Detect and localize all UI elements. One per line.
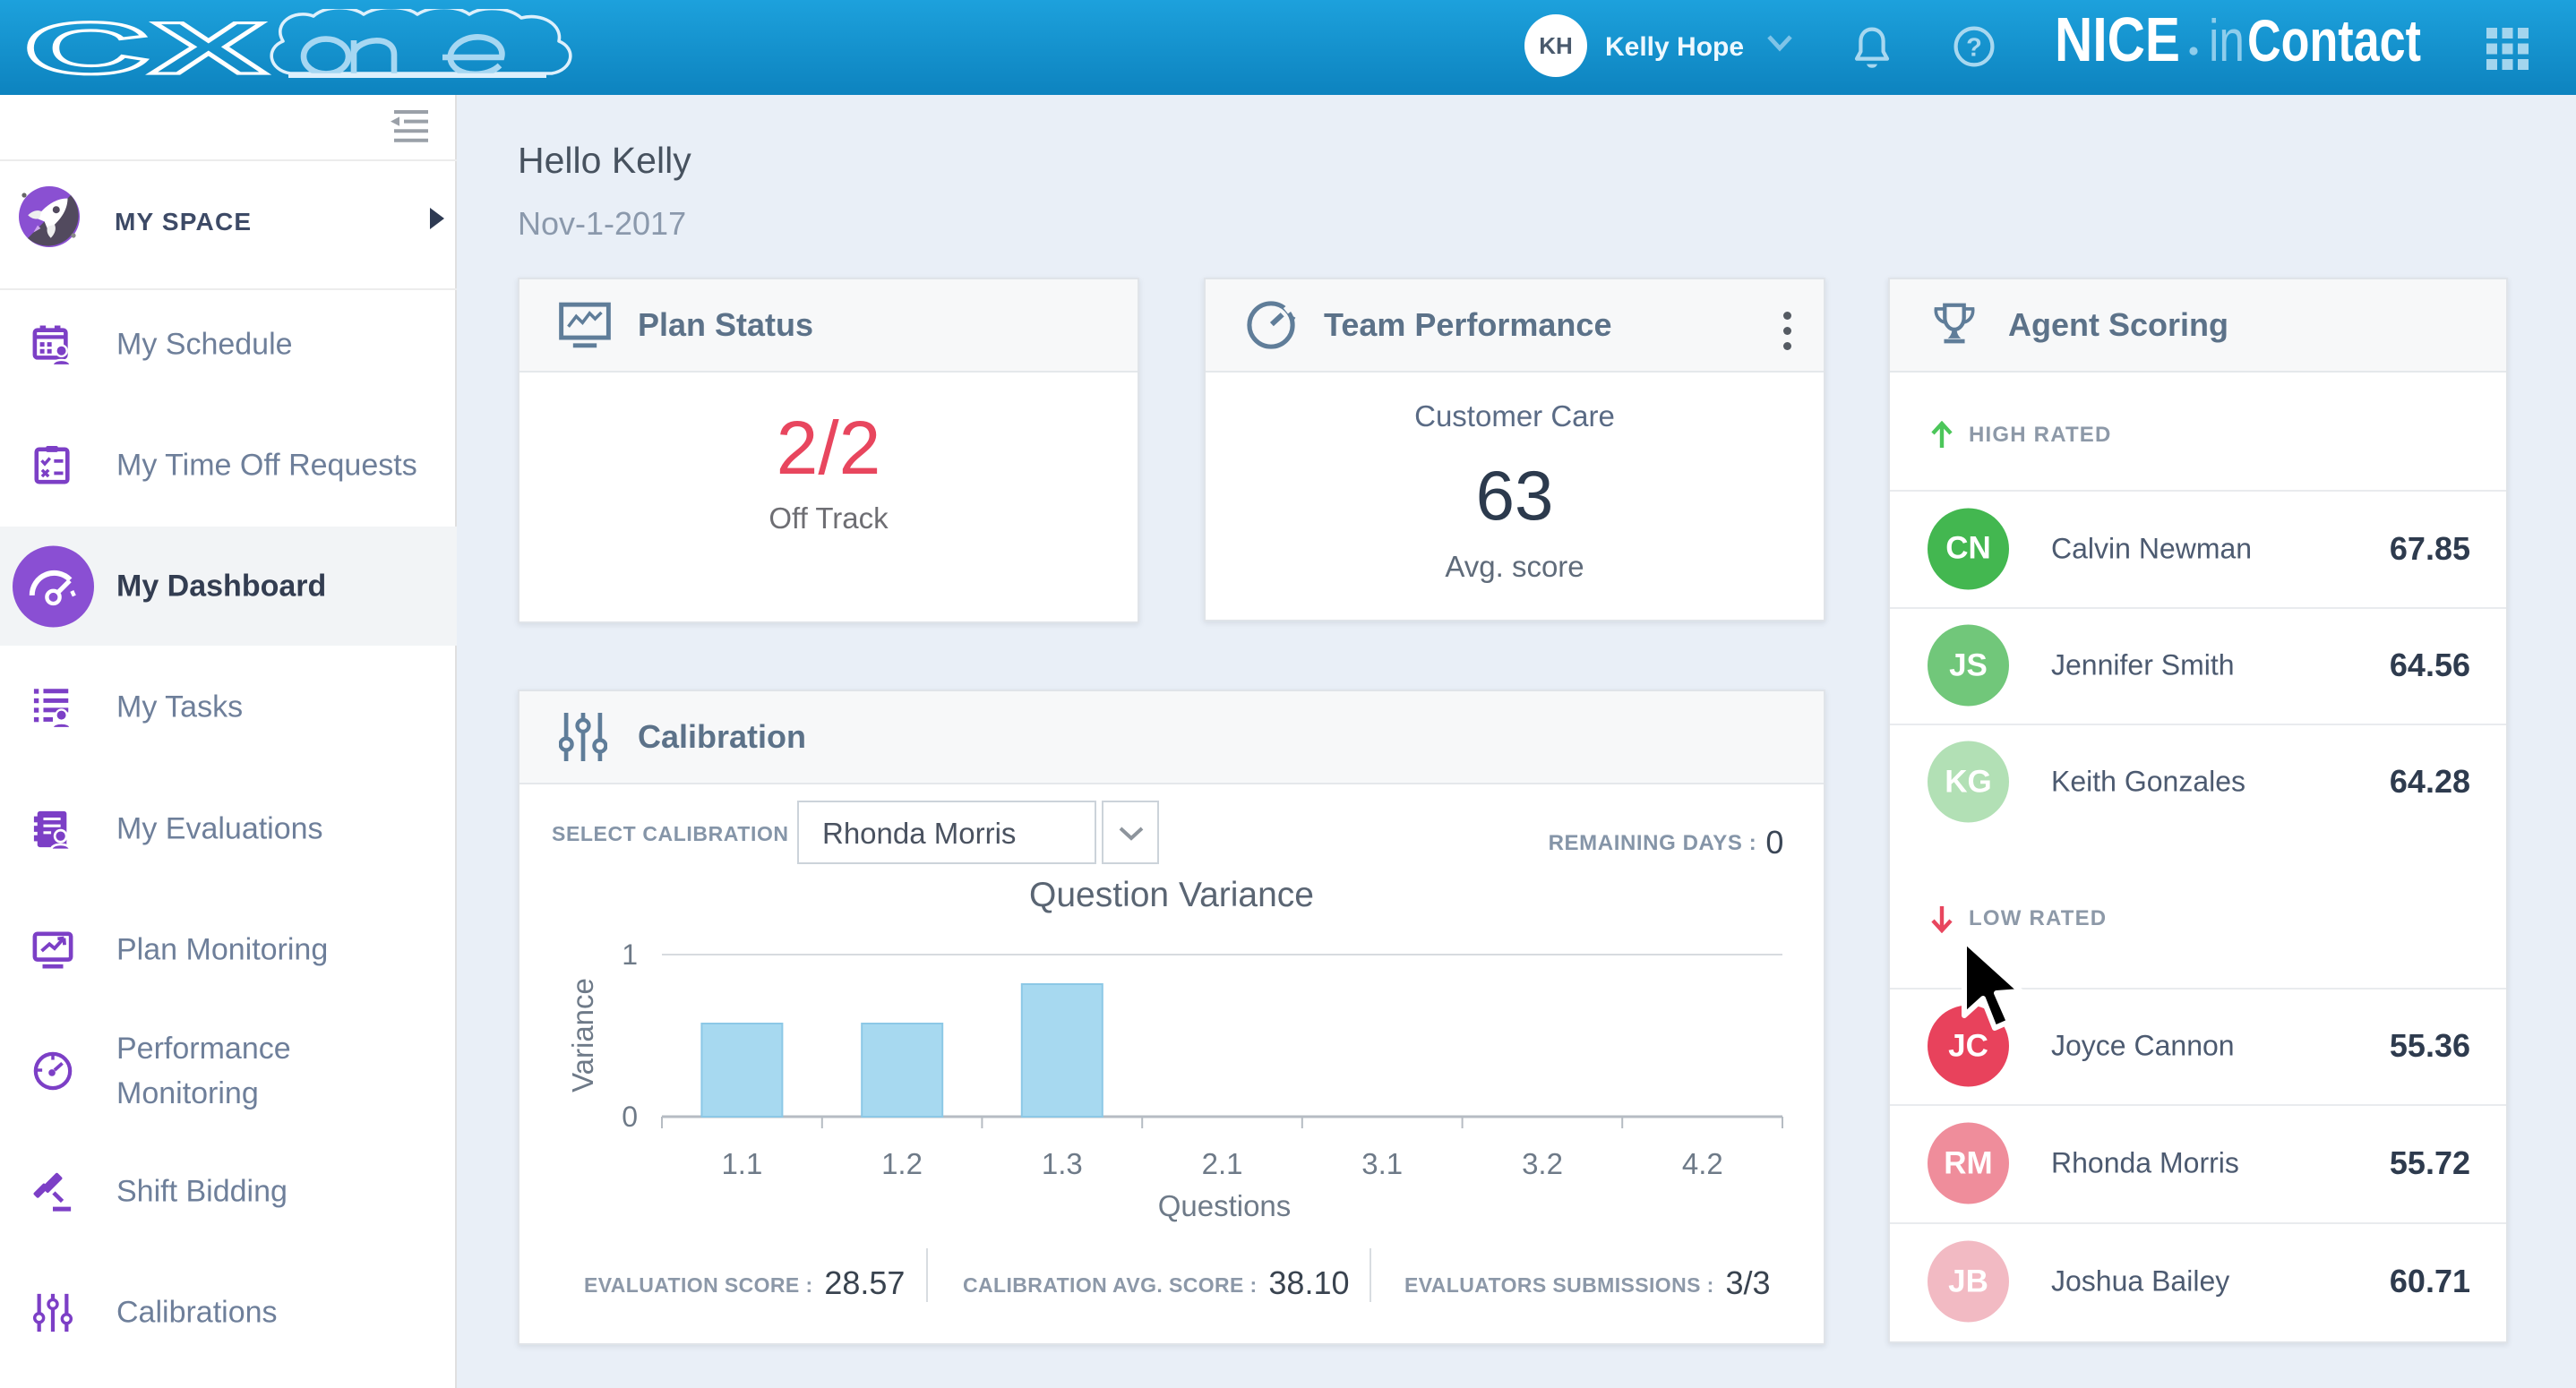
svg-text:1.3: 1.3 [1042,1147,1083,1180]
svg-text:1: 1 [622,938,638,971]
svg-text:Contact: Contact [2247,13,2421,73]
svg-text:in: in [2209,13,2245,73]
svg-text:2.1: 2.1 [1202,1147,1243,1180]
svg-text:1.1: 1.1 [721,1147,762,1180]
svg-text:Variance: Variance [566,978,599,1092]
svg-text:NICE: NICE [2055,13,2180,74]
svg-text:3.1: 3.1 [1361,1147,1403,1180]
svg-text:3.2: 3.2 [1522,1147,1563,1180]
svg-text:4.2: 4.2 [1682,1147,1723,1180]
svg-text:0: 0 [622,1101,638,1133]
svg-text:Questions: Questions [1158,1189,1292,1222]
svg-text:?: ? [1966,34,1982,63]
svg-text:CX: CX [23,9,267,88]
svg-text:1.2: 1.2 [881,1147,923,1180]
